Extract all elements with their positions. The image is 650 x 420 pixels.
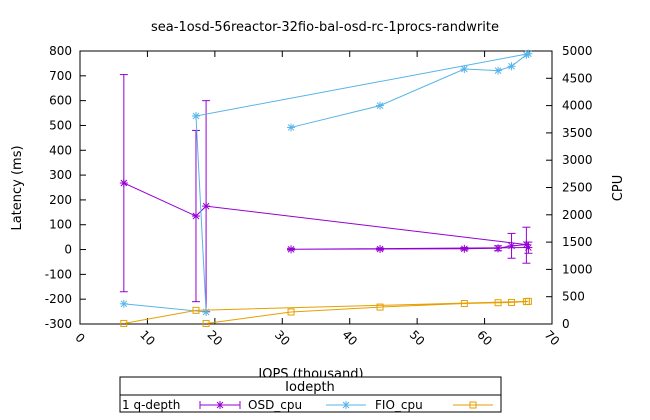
y-tick-label: 200 <box>49 193 72 207</box>
legend-entry-marker <box>216 401 224 409</box>
marker-stroke <box>192 212 200 220</box>
y2-tick-label: 0 <box>562 317 570 331</box>
data-point <box>287 308 295 316</box>
data-point <box>191 212 200 221</box>
series-osd-cpu <box>119 49 533 316</box>
x-tick-label: 70 <box>542 328 563 349</box>
data-point <box>120 319 128 327</box>
data-point <box>376 245 385 254</box>
data-point <box>191 111 200 120</box>
y-tick-label: -100 <box>45 267 72 281</box>
data-point <box>507 241 516 250</box>
plot-frame <box>79 50 553 325</box>
y-tick-label: 300 <box>49 168 72 182</box>
y2-tick-label: 2500 <box>562 181 593 195</box>
series-line <box>123 300 529 324</box>
data-point <box>522 50 531 59</box>
x-tick-label: 20 <box>205 328 226 349</box>
x-tick-label: 40 <box>339 328 360 349</box>
marker-stroke <box>523 51 530 59</box>
data-point <box>119 179 128 188</box>
y-tick-label: 100 <box>49 218 72 232</box>
y2-tick-label: 3000 <box>562 153 593 167</box>
y2-tick-label: 1000 <box>562 262 593 276</box>
data-point <box>522 298 530 306</box>
y-axis-label: Latency (ms) <box>10 145 25 230</box>
data-point <box>460 244 469 253</box>
legend-entry-marker <box>342 401 350 409</box>
data-point <box>119 299 128 308</box>
data-point <box>494 244 503 253</box>
marker-stroke <box>376 102 384 109</box>
y-tick-label: 500 <box>49 118 72 132</box>
marker-stroke <box>494 67 502 75</box>
chart-title: sea-1osd-56reactor-32fio-bal-osd-rc-1pro… <box>151 20 499 35</box>
marker-stroke <box>508 242 515 250</box>
legend-entry-marker <box>469 401 477 409</box>
marker-stroke <box>216 401 224 409</box>
y2-tick-label: 2000 <box>562 208 593 222</box>
data-point <box>376 101 385 110</box>
y2-axis-label: CPU <box>611 175 626 201</box>
marker-stroke <box>120 179 128 187</box>
series-line <box>123 53 529 313</box>
y2-tick-label: 1500 <box>562 235 593 249</box>
legend-entry-label: OSD_cpu <box>248 398 302 412</box>
y-tick-label: 800 <box>49 44 72 58</box>
data-point <box>202 319 210 327</box>
marker-stroke <box>287 124 295 131</box>
x-tick-label: 10 <box>137 328 158 349</box>
y-tick-label: -200 <box>45 292 72 306</box>
series-1-q-depth <box>119 74 533 313</box>
marker-stroke <box>460 65 468 73</box>
marker-stroke <box>494 244 502 252</box>
data-point <box>287 245 296 254</box>
marker-stroke <box>525 244 532 251</box>
data-point <box>507 62 516 71</box>
x-tick-label: 50 <box>407 328 428 349</box>
marker-stroke <box>508 62 515 70</box>
marker-stroke <box>460 245 468 253</box>
marker-stroke <box>192 112 200 120</box>
y2-tick-label: 500 <box>562 290 585 304</box>
data-point <box>494 66 503 75</box>
x-tick-label: 60 <box>474 328 495 349</box>
data-point <box>202 307 211 316</box>
data-point <box>508 298 516 306</box>
data-point <box>202 202 211 211</box>
data-point <box>287 123 296 132</box>
data-point <box>192 306 200 314</box>
marker-stroke <box>342 401 350 409</box>
y-tick-label: 400 <box>49 143 72 157</box>
series-line <box>123 182 529 250</box>
marker-stroke <box>120 300 128 308</box>
legend-entry-label: FIO_cpu <box>375 398 423 412</box>
marker-stroke <box>202 202 210 210</box>
data-point <box>494 299 502 307</box>
y-tick-label: 0 <box>64 243 72 257</box>
x-tick-label: 0 <box>72 330 87 345</box>
data-point <box>460 65 469 74</box>
data-point <box>460 300 468 308</box>
y2-tick-label: 4500 <box>562 71 593 85</box>
x-tick-label: 30 <box>272 328 293 349</box>
legend-entries: 1 q-depth OSD_cpu FIO_cpu <box>122 398 493 412</box>
y-tick-label: 700 <box>49 69 72 83</box>
series-layer <box>119 49 533 327</box>
data-point <box>376 303 384 311</box>
y-tick-label: 600 <box>49 94 72 108</box>
legend-title: Iodepth <box>285 380 335 395</box>
y2-tick-label: 3500 <box>562 126 593 140</box>
y-tick-label: -300 <box>45 317 72 331</box>
marker-stroke <box>376 245 384 253</box>
series-fio-cpu <box>120 297 532 327</box>
y2-tick-label: 4000 <box>562 99 593 113</box>
legend-entry-label: 1 q-depth <box>122 398 180 412</box>
data-point <box>524 243 533 252</box>
y2-tick-label: 5000 <box>562 44 593 58</box>
marker-stroke <box>287 245 295 253</box>
legend: Iodepth 1 q-depth OSD_cpu FIO_cpu <box>119 376 502 413</box>
